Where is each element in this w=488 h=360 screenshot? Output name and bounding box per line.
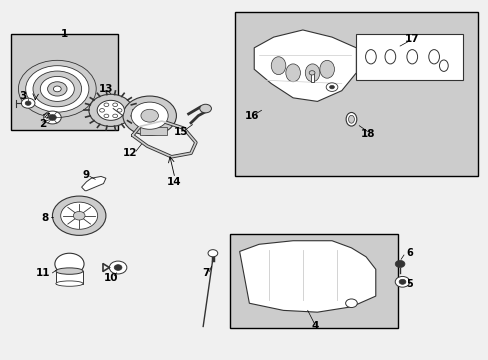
Text: 1: 1 — [61, 28, 68, 39]
Text: 8: 8 — [41, 212, 49, 222]
Bar — [356, 33, 462, 80]
Circle shape — [33, 71, 81, 107]
Ellipse shape — [305, 64, 319, 82]
Circle shape — [141, 109, 158, 122]
Circle shape — [19, 60, 96, 117]
Bar — [140, 127, 166, 135]
Bar — [234, 12, 477, 176]
Circle shape — [25, 101, 31, 105]
Text: 14: 14 — [166, 177, 181, 187]
Bar — [56, 271, 83, 284]
Circle shape — [122, 96, 176, 135]
Polygon shape — [81, 176, 106, 191]
Ellipse shape — [384, 50, 395, 64]
Circle shape — [329, 85, 334, 89]
Text: 5: 5 — [405, 279, 412, 289]
Text: 10: 10 — [103, 273, 118, 283]
Text: 9: 9 — [83, 170, 90, 180]
Text: 3: 3 — [19, 91, 26, 101]
Circle shape — [104, 114, 109, 118]
Circle shape — [61, 202, 98, 229]
Ellipse shape — [56, 268, 83, 274]
Ellipse shape — [348, 115, 354, 123]
Circle shape — [26, 66, 89, 112]
Circle shape — [113, 114, 117, 118]
Ellipse shape — [285, 64, 300, 82]
Text: 2: 2 — [39, 118, 46, 129]
Circle shape — [47, 82, 67, 96]
Text: 12: 12 — [123, 148, 137, 158]
Circle shape — [308, 71, 314, 75]
Circle shape — [394, 276, 409, 287]
Text: 18: 18 — [361, 129, 375, 139]
Circle shape — [89, 94, 132, 126]
Circle shape — [100, 109, 104, 112]
Ellipse shape — [365, 50, 375, 64]
Circle shape — [40, 76, 74, 102]
Text: 17: 17 — [404, 34, 419, 44]
Circle shape — [52, 196, 106, 235]
Ellipse shape — [56, 281, 83, 286]
Circle shape — [131, 102, 168, 129]
Polygon shape — [239, 241, 375, 312]
Circle shape — [114, 265, 122, 270]
Circle shape — [117, 109, 122, 112]
Bar — [11, 33, 118, 130]
Circle shape — [398, 279, 405, 284]
Circle shape — [97, 100, 124, 120]
Text: 16: 16 — [244, 111, 259, 121]
Polygon shape — [254, 30, 356, 102]
Text: 4: 4 — [311, 321, 318, 332]
Ellipse shape — [319, 60, 334, 78]
Circle shape — [113, 103, 117, 107]
Circle shape — [53, 86, 61, 92]
Circle shape — [43, 111, 61, 124]
Text: 7: 7 — [202, 268, 209, 278]
Text: 11: 11 — [36, 268, 50, 278]
Circle shape — [200, 104, 211, 113]
Circle shape — [55, 253, 84, 275]
Text: 15: 15 — [174, 127, 188, 137]
Text: 6: 6 — [405, 248, 412, 258]
Circle shape — [104, 103, 109, 107]
Circle shape — [21, 98, 35, 108]
Circle shape — [73, 211, 85, 220]
Circle shape — [207, 249, 217, 257]
Ellipse shape — [271, 57, 285, 75]
Ellipse shape — [406, 50, 417, 64]
Circle shape — [345, 299, 357, 307]
Bar — [229, 234, 397, 328]
Circle shape — [109, 261, 126, 274]
Bar — [310, 73, 313, 82]
Ellipse shape — [439, 60, 447, 71]
Circle shape — [325, 83, 337, 91]
Circle shape — [48, 114, 56, 120]
Ellipse shape — [346, 112, 356, 126]
Ellipse shape — [428, 50, 439, 64]
Text: 13: 13 — [99, 84, 113, 94]
Circle shape — [394, 260, 404, 267]
